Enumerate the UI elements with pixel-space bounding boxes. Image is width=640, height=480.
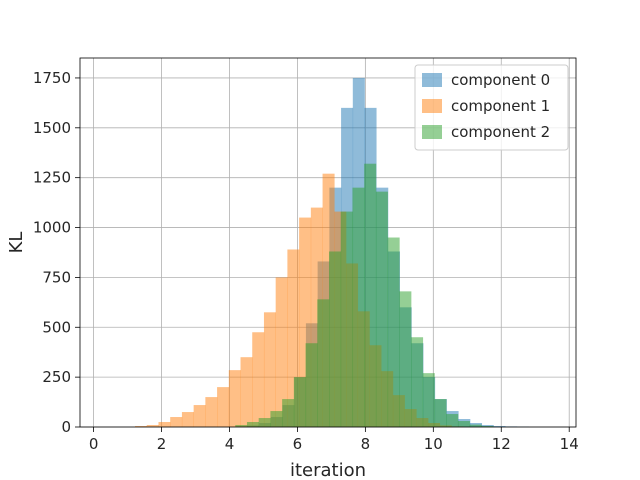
y-tick-label: 500 [42, 318, 71, 336]
histogram-bar [246, 422, 259, 427]
histogram-bar [446, 414, 459, 427]
x-tick-label: 0 [89, 435, 99, 453]
axes-frame [79, 57, 577, 428]
histogram-bar [228, 370, 241, 427]
histogram-bar [263, 312, 276, 427]
y-tick-label: 1750 [33, 69, 71, 87]
x-tick-label: 4 [225, 435, 235, 453]
histogram-bar [135, 426, 148, 427]
histogram-bar [235, 425, 248, 427]
legend-box [414, 64, 569, 151]
histogram-bar [493, 426, 506, 427]
histogram-bar [469, 424, 482, 427]
legend-label: component 0 [451, 71, 550, 89]
histogram-bar [481, 426, 494, 427]
histogram-bar [275, 277, 288, 427]
histogram-bar [305, 343, 318, 427]
histogram-bar [340, 211, 353, 427]
histogram-bar [146, 425, 159, 427]
legend: component 0 component 1 component 2 [414, 64, 569, 151]
y-axis-label: KL [6, 232, 27, 254]
histogram-bar [193, 405, 206, 427]
histogram-bar [240, 357, 253, 427]
histogram-bar [481, 425, 494, 427]
histogram-bar [258, 418, 271, 427]
histogram-bar [282, 399, 295, 427]
x-tick-label: 12 [492, 435, 511, 453]
y-tick-label: 0 [61, 418, 71, 436]
histogram-bar [158, 422, 171, 427]
histogram-bar [205, 397, 218, 427]
legend-label: component 2 [451, 123, 550, 141]
x-axis-label: iteration [290, 460, 366, 480]
histogram-bar [217, 387, 230, 427]
x-tick-label: 6 [293, 435, 303, 453]
histogram-bar [317, 299, 330, 427]
legend-swatch [422, 73, 442, 87]
histogram-bar [399, 291, 412, 427]
histogram-bar [181, 412, 194, 427]
histogram-bar [411, 337, 424, 427]
histogram-bar [457, 421, 470, 427]
histogram-bar [422, 373, 435, 427]
histogram-bar [364, 163, 377, 428]
histogram-bar [434, 399, 447, 427]
histogram-bar [293, 377, 306, 427]
x-tick-label: 14 [560, 435, 579, 453]
legend-swatch [422, 125, 442, 139]
legend-swatch [422, 99, 442, 113]
y-tick-label: 250 [42, 368, 71, 386]
axes: 0 2 4 6 8 10 12 14 0 250 500 750 1000 1250 1500 1750 [33, 57, 579, 453]
y-tick-label: 1250 [33, 169, 71, 187]
x-tick-label: 2 [157, 435, 167, 453]
histogram-bar [375, 191, 388, 427]
histogram-bars [135, 77, 529, 428]
x-tick-label: 8 [361, 435, 371, 453]
y-tick-label: 1000 [33, 219, 71, 237]
histogram-bar [170, 417, 183, 427]
histogram-bar [329, 251, 342, 427]
histogram-bar [270, 411, 283, 427]
series-2 [235, 163, 494, 428]
y-tick-label: 750 [42, 268, 71, 286]
histogram-bar [387, 237, 400, 427]
histogram-bar [252, 332, 265, 427]
legend-label: component 1 [451, 97, 550, 115]
histogram-bar [352, 187, 365, 427]
x-tick-label: 10 [424, 435, 443, 453]
y-tick-label: 1500 [33, 119, 71, 137]
